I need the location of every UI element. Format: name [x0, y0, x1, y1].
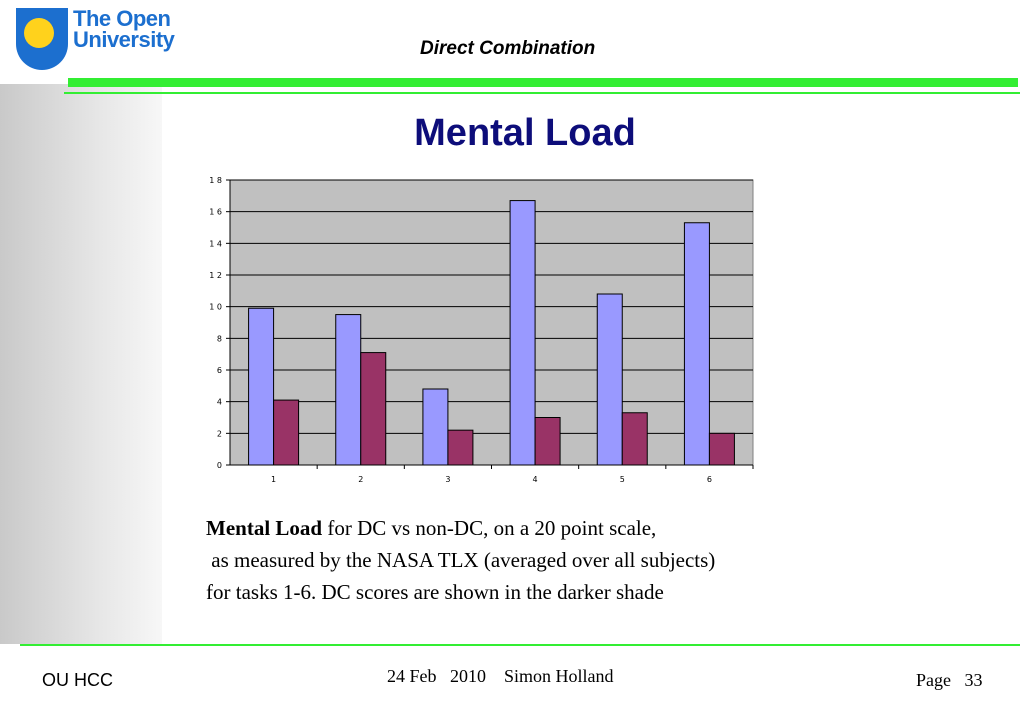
y-tick-label: 1 2: [209, 271, 222, 280]
footer-page-number: Page 33: [916, 670, 983, 690]
y-tick-label: 1 0: [209, 303, 222, 312]
x-tick-label: 1: [271, 475, 276, 484]
y-tick-label: 2: [217, 429, 222, 438]
y-tick-label: 1 4: [209, 239, 222, 248]
bar-series2-cat6: [708, 432, 735, 466]
footer-left: OU HCC: [42, 670, 113, 690]
x-tick-label: 5: [620, 475, 625, 484]
caption-bold: Mental Load: [206, 516, 323, 540]
y-tick-label: 8: [217, 334, 222, 343]
bar-chart: 0 2 4 6 8 1 0 1 2 1 4 1 6 1 8 1 2 3 4 5 6: [209, 176, 754, 484]
logo-text: The Open University: [73, 6, 175, 52]
header-title: Direct Combination: [420, 38, 596, 59]
y-tick-label: 1 8: [209, 176, 222, 185]
logo-line-2: University: [73, 27, 175, 52]
x-tick-label: 6: [707, 475, 712, 484]
bar-series1-cat1: [248, 307, 275, 466]
side-panel: [0, 84, 162, 644]
y-tick-label: 6: [217, 366, 222, 375]
bar-series1-cat2: [335, 314, 362, 466]
x-tick-label: 2: [358, 475, 363, 484]
x-tick-label: 4: [533, 475, 538, 484]
caption-line-1: Mental Load for DC vs non-DC, on a 20 po…: [206, 512, 715, 544]
caption-line-1-rest: for DC vs non-DC, on a 20 point scale,: [322, 516, 657, 540]
bar-series1-cat4: [509, 200, 536, 466]
bar-series2-cat2: [360, 352, 387, 466]
header-rule-thick: [68, 78, 1018, 87]
bar-series2-cat5: [621, 412, 648, 466]
bar-series1-cat6: [683, 222, 710, 466]
bar-series2-cat4: [534, 417, 561, 466]
y-tick-label: 1 6: [209, 208, 222, 217]
bar-series1-cat3: [422, 388, 449, 466]
footer-date-author: 24 Feb 2010 Simon Holland: [387, 666, 614, 686]
ou-logo: The Open University: [16, 8, 176, 72]
y-tick-label: 4: [217, 398, 222, 407]
bar-series1-cat5: [596, 293, 623, 466]
logo-line-1: The Open: [73, 6, 171, 31]
plot-area: [229, 179, 754, 466]
bar-series2-cat3: [447, 429, 474, 466]
bar-series2-cat1: [273, 399, 300, 466]
caption-line-3: for tasks 1-6. DC scores are shown in th…: [206, 580, 664, 604]
header-rule-thin: [64, 92, 1020, 94]
y-tick-label: 0: [217, 461, 222, 470]
footer-rule: [20, 644, 1020, 646]
logo-sun-icon: [24, 18, 54, 48]
x-tick-label: 3: [445, 475, 450, 484]
slide-title: Mental Load: [414, 112, 636, 154]
caption: Mental Load for DC vs non-DC, on a 20 po…: [206, 512, 715, 608]
caption-line-2: as measured by the NASA TLX (averaged ov…: [206, 548, 716, 572]
